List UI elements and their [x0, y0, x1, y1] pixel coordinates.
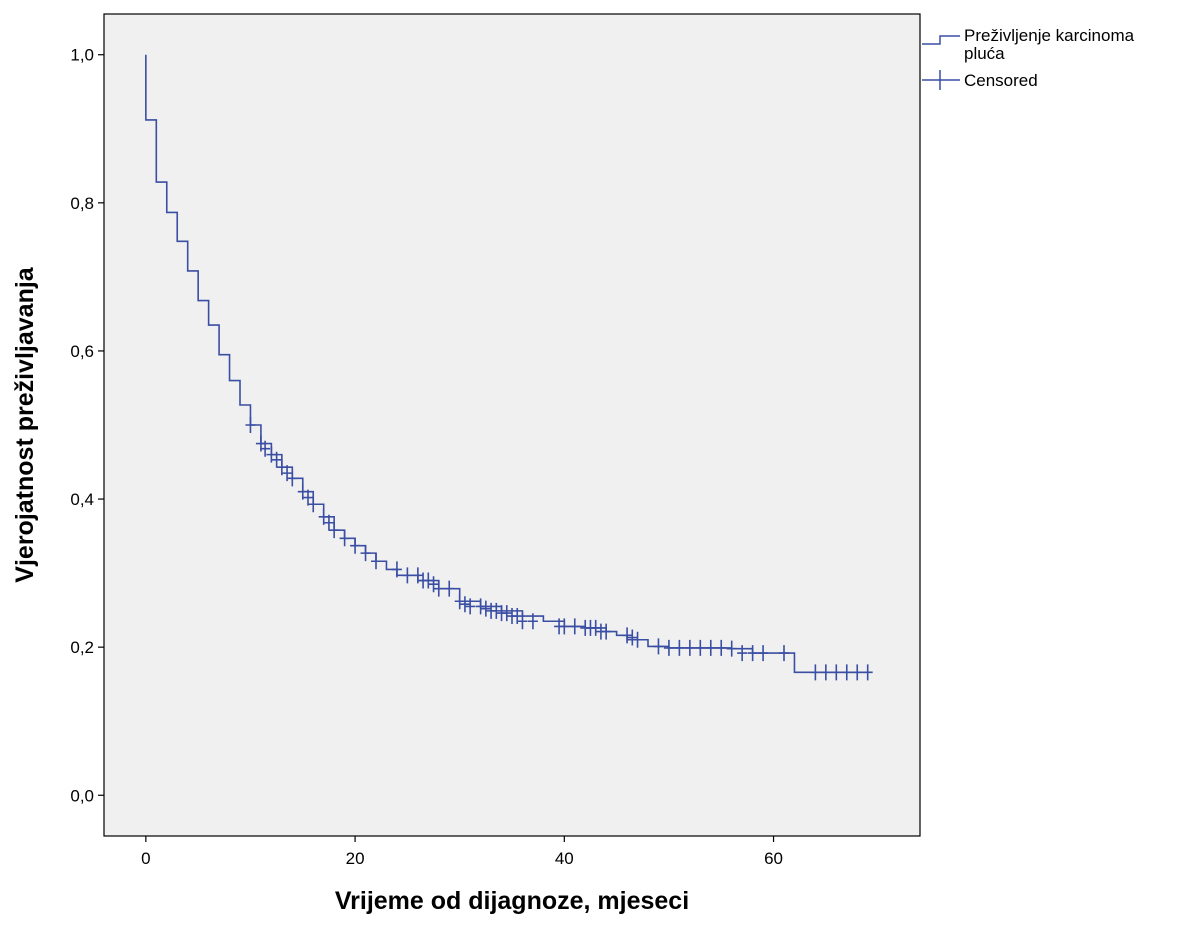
censored-mark	[705, 639, 716, 656]
y-tick-label: 1,0	[70, 46, 94, 65]
censored-mark	[329, 522, 340, 539]
censored-mark	[747, 645, 758, 662]
legend-step-symbol	[922, 35, 960, 45]
legend: Preživljenje karcinoma pluća Censored	[922, 26, 1135, 90]
censored-mark	[402, 567, 413, 584]
censored-mark	[512, 608, 523, 625]
censored-mark	[339, 530, 350, 547]
y-tick-label: 0,8	[70, 194, 94, 213]
x-tick-label: 20	[346, 849, 365, 868]
censored-mark	[360, 545, 371, 562]
censored-mark	[287, 470, 298, 487]
x-tick-label: 60	[764, 849, 783, 868]
censored-mark	[559, 618, 570, 635]
censored-mark	[716, 639, 727, 656]
y-tick-label: 0,2	[70, 638, 94, 657]
censored-mark	[674, 639, 685, 656]
censored-mark	[601, 623, 612, 640]
censored-mark	[371, 553, 381, 570]
censored-mark	[622, 627, 633, 644]
censored-mark	[862, 664, 873, 681]
censored-mark	[590, 619, 601, 636]
legend-label-survival: Preživljenje karcinoma pluća	[964, 26, 1135, 63]
censored-mark	[852, 664, 863, 681]
censored-mark	[323, 514, 334, 531]
censored-mark	[475, 598, 486, 615]
censored-mark	[282, 465, 293, 482]
censored-mark	[433, 580, 444, 597]
censored-mark	[276, 459, 287, 476]
censored-mark	[758, 645, 769, 662]
censored-mark	[663, 639, 674, 656]
censored-mark	[737, 645, 748, 662]
censored-mark	[810, 664, 821, 681]
y-axis-title: Vjerojatnost preživljavanja	[11, 266, 39, 582]
censored-mark	[391, 561, 402, 578]
censored-mark	[726, 640, 737, 657]
censored-mark	[779, 645, 789, 662]
censored-mark	[820, 664, 831, 681]
x-axis: 0 20 40 60	[141, 836, 783, 868]
censored-mark	[465, 598, 476, 615]
censored-mark	[245, 417, 256, 433]
censored-mark	[303, 489, 313, 506]
censored-mark	[412, 567, 423, 584]
legend-label-line: pluća	[964, 44, 1005, 63]
censored-mark	[491, 602, 502, 619]
censored-mark	[684, 639, 695, 656]
plot-area	[103, 13, 921, 837]
censored-mark	[569, 618, 580, 635]
censored-mark	[501, 605, 512, 622]
censored-marks	[245, 417, 873, 681]
legend-label-censored: Censored	[964, 71, 1038, 90]
censored-mark	[831, 664, 842, 681]
y-tick-label: 0,6	[70, 342, 94, 361]
censored-mark	[841, 664, 852, 681]
censored-mark	[480, 600, 491, 617]
censored-mark	[527, 613, 538, 630]
x-axis-title: Vrijeme od dijagnoze, mjeseci	[335, 887, 689, 915]
censored-mark	[318, 508, 329, 525]
censored-mark	[627, 629, 638, 646]
censored-mark	[308, 496, 319, 513]
censored-mark	[454, 593, 465, 610]
x-tick-label: 0	[141, 849, 150, 868]
censored-mark	[260, 440, 271, 457]
censored-mark	[517, 613, 528, 630]
censored-mark	[444, 580, 455, 597]
censored-mark	[266, 446, 277, 463]
y-tick-label: 0,0	[70, 786, 94, 805]
censored-mark	[459, 596, 470, 613]
censored-mark	[423, 572, 434, 589]
y-tick-label: 0,4	[70, 490, 94, 509]
censored-mark	[428, 576, 439, 593]
censored-mark	[695, 639, 706, 656]
legend-label-line: Preživljenje karcinoma	[964, 26, 1135, 45]
censored-mark	[632, 631, 643, 648]
legend-censored-symbol	[922, 70, 960, 90]
censored-mark	[271, 451, 282, 468]
y-axis: 0,0 0,2 0,4 0,6 0,8 1,0	[70, 46, 104, 805]
x-tick-label: 40	[555, 849, 574, 868]
censored-mark	[653, 638, 664, 655]
censored-mark	[297, 483, 308, 500]
censored-mark	[350, 537, 361, 554]
